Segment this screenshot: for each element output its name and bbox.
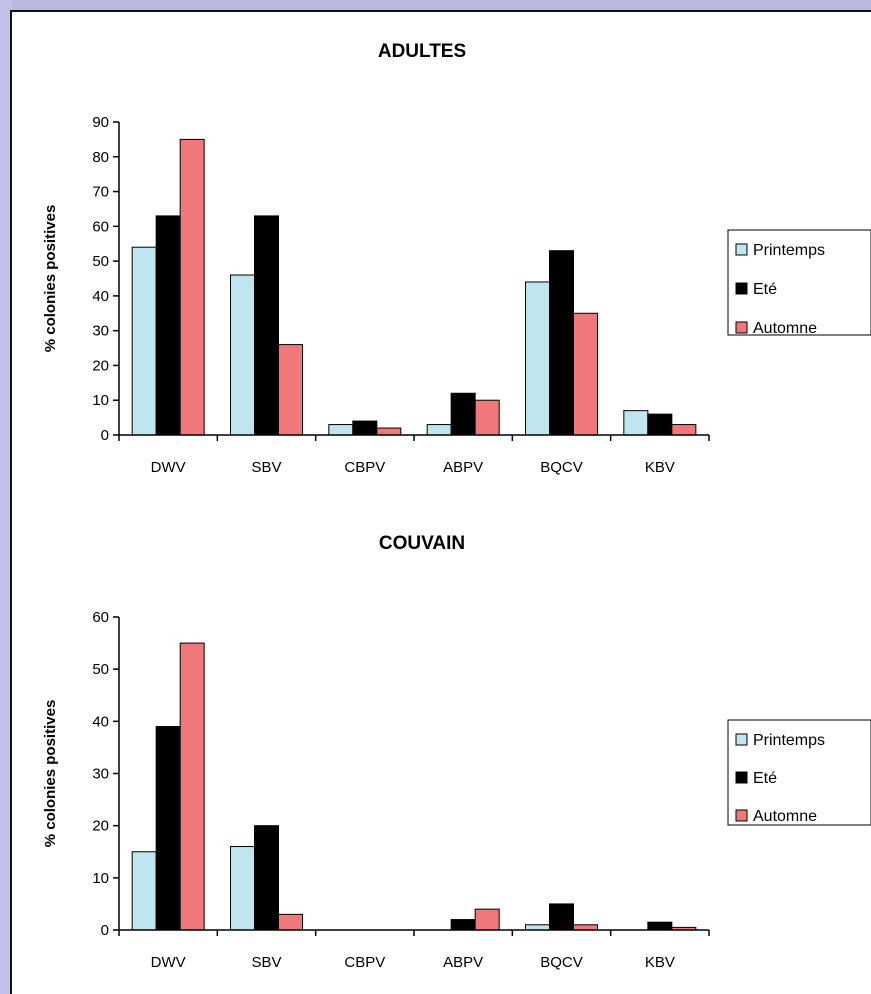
bar-sbv-2 (279, 345, 303, 435)
y-tick-label: 70 (92, 184, 109, 201)
y-tick-label: 50 (92, 661, 109, 678)
legend-swatch (736, 734, 747, 745)
bar-sbv-2 (279, 914, 303, 930)
legend-swatch (736, 772, 747, 783)
bar-sbv-1 (255, 826, 279, 930)
x-tick-label: ABPV (443, 954, 483, 971)
bar-abpv-2 (475, 909, 499, 930)
bar-abpv-0 (427, 425, 451, 435)
bar-sbv-1 (255, 216, 279, 435)
chart-panel-adultes: ADULTES % colonies positives 0 10 20 30 40 50 60… (10, 10, 871, 509)
bar-dwv-2 (180, 643, 204, 930)
y-tick-label: 20 (92, 818, 109, 835)
bar-abpv-2 (475, 400, 499, 435)
y-tick-label: 30 (92, 766, 109, 783)
legend-swatch (736, 283, 747, 294)
chart-adultes: ADULTES % colonies positives 0 10 20 30 40 50 60… (12, 12, 871, 507)
bar-dwv-2 (180, 139, 204, 435)
bar-sbv-0 (231, 275, 255, 435)
bar-dwv-0 (132, 247, 156, 435)
x-tick-label: BQCV (540, 459, 583, 476)
bar-kbv-1 (648, 414, 672, 435)
bar-dwv-1 (156, 216, 180, 435)
bar-cbpv-2 (377, 428, 401, 435)
bar-abpv-1 (451, 393, 475, 435)
bar-kbv-2 (672, 425, 696, 435)
chart-title: COUVAIN (379, 533, 465, 554)
legend-swatch (736, 322, 747, 333)
bar-bqcv-1 (550, 904, 574, 930)
bar-sbv-0 (231, 847, 255, 930)
bar-dwv-0 (132, 852, 156, 930)
bar-bqcv-0 (526, 925, 550, 930)
x-tick-label: DWV (151, 459, 186, 476)
y-tick-label: 40 (92, 288, 109, 305)
y-tick-label: 10 (92, 870, 109, 887)
bar-bqcv-2 (574, 925, 598, 930)
x-tick-label: CBPV (344, 954, 385, 971)
chart-couvain: COUVAIN % colonies positives 0 10 20 30 40 50 60… (12, 507, 871, 994)
bar-cbpv-0 (329, 425, 353, 435)
y-tick-label: 60 (92, 218, 109, 235)
legend-label: Printemps (753, 242, 825, 259)
y-tick-label: 60 (92, 609, 109, 626)
y-tick-label: 40 (92, 713, 109, 730)
bar-bqcv-2 (574, 313, 598, 435)
bar-kbv-1 (648, 922, 672, 930)
bar-bqcv-0 (526, 282, 550, 435)
y-tick-label: 80 (92, 149, 109, 166)
x-tick-label: KBV (645, 954, 675, 971)
y-tick-label: 20 (92, 357, 109, 374)
x-tick-label: ABPV (443, 459, 483, 476)
bar-kbv-0 (624, 411, 648, 435)
y-tick-label: 0 (101, 922, 109, 939)
legend-swatch (736, 810, 747, 821)
legend-label: Automne (753, 320, 817, 337)
y-tick-label: 50 (92, 253, 109, 270)
y-tick-label: 90 (92, 114, 109, 131)
legend-label: Eté (753, 281, 777, 298)
y-axis-label: % colonies positives (42, 700, 59, 848)
y-tick-label: 0 (101, 427, 109, 444)
legend-label: Automne (753, 808, 817, 825)
legend-swatch (736, 244, 747, 255)
chart-title: ADULTES (378, 41, 466, 62)
x-tick-label: KBV (645, 459, 675, 476)
bar-cbpv-1 (353, 421, 377, 435)
legend-label: Eté (753, 770, 777, 787)
y-axis-label: % colonies positives (42, 205, 59, 353)
x-tick-label: SBV (251, 459, 281, 476)
bar-bqcv-1 (550, 251, 574, 435)
x-tick-label: DWV (151, 954, 186, 971)
x-tick-label: CBPV (344, 459, 385, 476)
x-tick-label: SBV (251, 954, 281, 971)
legend-label: Printemps (753, 732, 825, 749)
x-tick-label: BQCV (540, 954, 583, 971)
bar-abpv-1 (451, 920, 475, 930)
bar-dwv-1 (156, 727, 180, 930)
y-tick-label: 30 (92, 323, 109, 340)
y-tick-label: 10 (92, 392, 109, 409)
chart-panel-couvain: COUVAIN % colonies positives 0 10 20 30 40 50 60… (10, 507, 871, 994)
